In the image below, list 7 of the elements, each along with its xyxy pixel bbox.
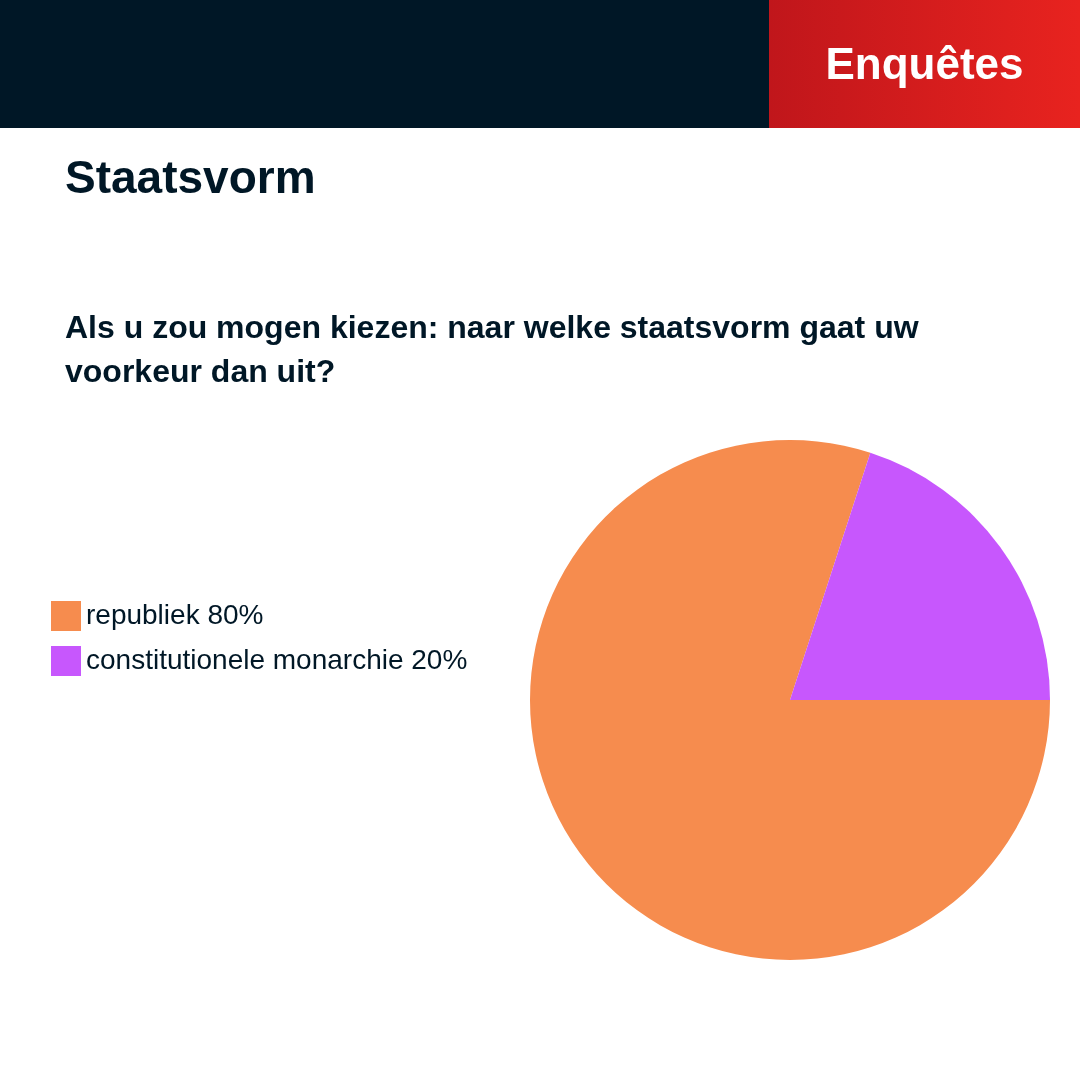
legend-label: republiek 80%	[86, 599, 264, 630]
pie-slice	[790, 452, 1050, 700]
text: Enquêtes	[769, 0, 1080, 128]
chart-subtitle: Als u zou mogen kiezen: naar welke staatsvorm gaat uw voorkeur dan uit?	[65, 308, 920, 391]
legend-label: constitutionele monarchie 20%	[86, 644, 468, 675]
pie-slice	[530, 440, 1050, 960]
chart-title: Staatsvorm	[65, 150, 316, 204]
